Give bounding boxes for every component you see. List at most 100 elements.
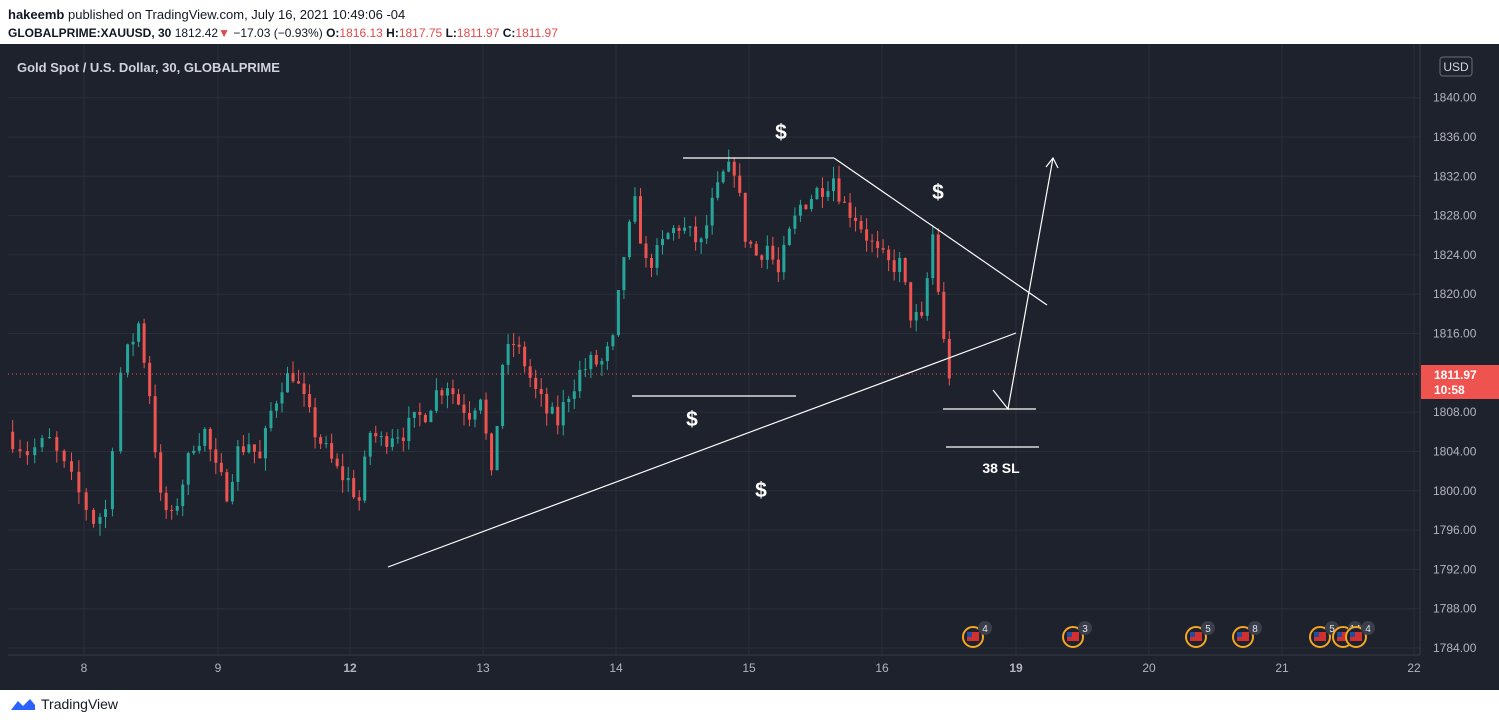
author-name[interactable]: hakeemb	[8, 7, 65, 22]
candle-body	[330, 443, 334, 459]
candle-body	[341, 466, 345, 481]
price-tick-label: 1840.00	[1433, 91, 1477, 105]
ascending-trendline[interactable]	[387, 332, 1017, 568]
candle-body	[363, 456, 367, 501]
tradingview-logo[interactable]: TradingView	[10, 696, 118, 712]
candle-body	[556, 406, 560, 426]
time-axis[interactable]: 8 9 12 13 14 15 16 19 20 21 22	[8, 654, 1421, 675]
candle-body	[302, 383, 306, 395]
price-tick-label: 1824.00	[1433, 248, 1477, 262]
candle-body	[947, 338, 951, 379]
candle-body	[920, 312, 924, 316]
high-label: H:	[386, 26, 399, 40]
event-flag-icon[interactable]: 5	[1309, 621, 1339, 648]
projection-arrow[interactable]	[992, 157, 1054, 411]
candle-body	[605, 346, 609, 362]
candle-body	[677, 227, 681, 231]
time-tick-label: 13	[476, 661, 490, 675]
countdown-value: 10:58	[1434, 383, 1465, 397]
candle-body	[859, 221, 863, 230]
event-flag-icon[interactable]: 4	[1345, 621, 1375, 648]
publish-info: hakeemb published on TradingView.com, Ju…	[8, 7, 405, 22]
price-axis[interactable]: 1840.00 1836.00 1832.00 1828.00 1824.00 1820.…	[1419, 44, 1477, 655]
candle-body	[512, 344, 516, 346]
event-count: 4	[1365, 624, 1371, 635]
event-flag-icon[interactable]: 4	[962, 621, 992, 648]
candle-body	[688, 226, 692, 228]
candle-body	[787, 228, 791, 245]
chart-area[interactable]: $ $ $ $ 38 SL Gold Spot / U.S. Dollar, 3…	[0, 44, 1499, 699]
candle-body	[62, 450, 66, 462]
candle-body	[495, 425, 499, 471]
candle-body	[616, 290, 620, 336]
candle-body	[903, 257, 907, 283]
candle-body	[831, 178, 835, 192]
drawings-group[interactable]	[387, 156, 1059, 568]
candle-body	[319, 437, 323, 444]
candle-body	[357, 497, 361, 501]
currency-button[interactable]: USD	[1439, 56, 1473, 77]
published-text: published on TradingView.com, July 16, 2…	[64, 7, 406, 22]
event-flag-icon[interactable]: 3	[1062, 621, 1092, 648]
candle-body	[490, 433, 494, 471]
candle-body	[765, 245, 769, 260]
event-flag-icon[interactable]: 5	[1185, 621, 1215, 648]
candle-body	[776, 259, 780, 273]
price-tick-label: 1808.00	[1433, 405, 1477, 419]
candle-body	[214, 449, 218, 463]
time-tick-label: 12	[343, 661, 357, 675]
candle-body	[848, 202, 852, 218]
candle-body	[47, 437, 51, 439]
candle-body	[280, 392, 284, 404]
event-flag-icon[interactable]: 8	[1232, 621, 1262, 648]
candle-body	[208, 428, 212, 450]
last-price: 1812.42	[174, 26, 219, 40]
candle-body	[649, 258, 653, 268]
low-label: L:	[445, 26, 457, 40]
price-tick-label: 1836.00	[1433, 130, 1477, 144]
candle-body	[219, 462, 223, 473]
candle-body	[385, 436, 389, 447]
candle-body	[434, 390, 438, 411]
candle-body	[84, 492, 88, 510]
candle-body	[782, 244, 786, 273]
economic-events[interactable]: 43585144	[962, 621, 1375, 648]
dollar-marker: $	[775, 121, 787, 144]
candle-body	[898, 257, 902, 273]
stop-loss-label: 38 SL	[982, 460, 1020, 476]
time-tick-label: 19	[1009, 661, 1023, 675]
event-count: 3	[1082, 624, 1088, 635]
candle-body	[661, 239, 665, 246]
candle-body	[754, 243, 758, 256]
candle-body	[11, 431, 15, 450]
close-value: 1811.97	[515, 26, 558, 40]
candle-body	[269, 410, 273, 429]
candle-body	[308, 394, 312, 408]
candle-body	[501, 364, 505, 426]
candle-body	[672, 227, 676, 234]
descending-trendline[interactable]	[833, 157, 1048, 306]
candle-body	[92, 509, 96, 524]
candle-body	[594, 354, 598, 365]
chart-svg[interactable]: $ $ $ $ 38 SL Gold Spot / U.S. Dollar, 3…	[0, 44, 1499, 699]
candle-body	[578, 369, 582, 392]
candle-body	[164, 492, 168, 511]
chart-grid	[8, 44, 1420, 655]
candle-body	[528, 366, 532, 378]
price-tick-label: 1800.00	[1433, 484, 1477, 498]
candle-body	[633, 196, 637, 222]
candle-body	[440, 390, 444, 396]
candle-body	[484, 399, 488, 434]
candle-body	[324, 443, 328, 445]
symbol-label: GLOBALPRIME:XAUUSD, 30	[8, 26, 172, 40]
candle-body	[870, 240, 874, 242]
price-tick-label: 1796.00	[1433, 523, 1477, 537]
candle-body	[142, 323, 146, 363]
candle-body	[655, 245, 659, 268]
price-tick-label: 1784.00	[1433, 641, 1477, 655]
candle-body	[809, 199, 813, 210]
price-tag-value: 1811.97	[1434, 368, 1477, 382]
open-label: O:	[326, 26, 340, 40]
candle-body	[738, 175, 742, 193]
dollar-marker: $	[932, 181, 944, 204]
